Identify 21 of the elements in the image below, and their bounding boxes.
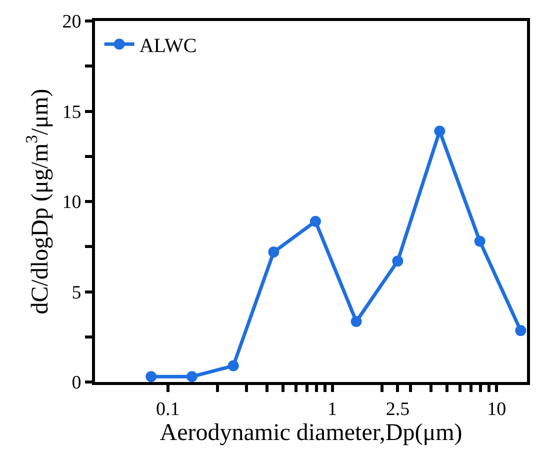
- point: [268, 246, 280, 258]
- point: [474, 236, 486, 247]
- legend-label: ALWC: [139, 34, 197, 57]
- point: [350, 316, 362, 328]
- point: [434, 126, 446, 137]
- y-tick-label: 15: [62, 102, 82, 123]
- x-axis-title: Aerodynamic diameter,Dp(μm): [160, 420, 462, 446]
- y-tick-label: 20: [62, 12, 82, 33]
- point: [515, 325, 526, 336]
- x-tick-label: 2.5: [386, 398, 410, 420]
- point: [392, 256, 404, 267]
- point: [228, 360, 239, 372]
- y-tick-label: 0: [72, 372, 82, 394]
- y-tick-label: 5: [72, 282, 82, 304]
- x-tick-label: 0.1: [156, 398, 180, 420]
- x-tick-label: 10: [487, 398, 506, 420]
- point: [146, 371, 157, 382]
- point: [186, 371, 198, 382]
- point: [310, 216, 321, 227]
- x-tick-label: 1: [328, 398, 338, 420]
- y-tick-label: 10: [62, 192, 82, 214]
